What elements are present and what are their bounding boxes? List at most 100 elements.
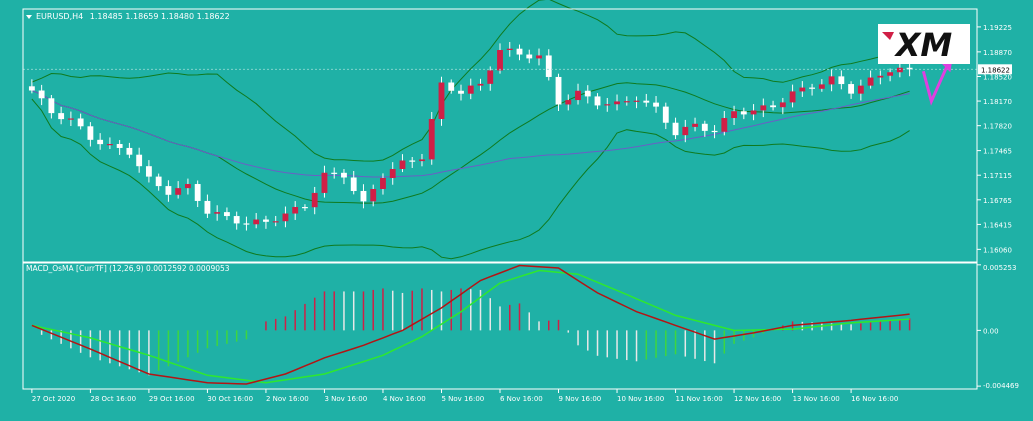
- candle-body: [136, 154, 143, 167]
- candle-body: [243, 223, 250, 225]
- candle-body: [477, 83, 484, 86]
- candle-body: [331, 172, 338, 174]
- x-tick-label: 6 Nov 16:00: [500, 395, 543, 403]
- forecast-arrow: [921, 64, 949, 106]
- candle-body: [857, 85, 864, 94]
- x-tick-label: 13 Nov 16:00: [793, 395, 840, 403]
- candle-body: [155, 176, 162, 187]
- candle-body: [506, 48, 513, 51]
- candle-body: [584, 90, 591, 97]
- candle-body: [448, 82, 455, 91]
- candle-body: [818, 84, 825, 89]
- current-price-box: [978, 64, 1012, 75]
- y-tick-label: 1.16415: [983, 221, 1012, 229]
- candle-body: [428, 118, 435, 160]
- y-tick-label: 1.17115: [983, 172, 1012, 180]
- macd-signal-line: [31, 269, 910, 384]
- candle-body: [233, 216, 240, 224]
- x-tick-label: 27 Oct 2020: [32, 395, 75, 403]
- xm-logo-text: XM: [894, 26, 953, 64]
- macd-y-tick-label: 0.005253: [983, 264, 1016, 272]
- macd-y-tick-label: 0.00: [983, 327, 999, 335]
- candle-body: [760, 105, 767, 111]
- candle-body: [321, 172, 328, 193]
- candle-body: [28, 86, 35, 91]
- candle-body: [341, 172, 347, 178]
- candle-body: [116, 144, 123, 148]
- candle-body: [360, 190, 367, 202]
- candle-body: [565, 100, 572, 105]
- x-tick-label: 11 Nov 16:00: [676, 395, 723, 403]
- candle-body: [906, 67, 913, 70]
- candle-body: [867, 77, 874, 86]
- candle-body: [282, 213, 289, 222]
- y-tick-label: 1.18870: [983, 49, 1012, 57]
- candle-body: [311, 192, 318, 208]
- candle-body: [604, 104, 611, 106]
- axes: 1.19225 1.18870 1.18520 1.18170 1.17820 1.174…: [22, 8, 1019, 403]
- macd-title: MACD_OsMA [CurrTF] (12,26,9) 0.0012592 0…: [26, 264, 230, 273]
- macd-line: [31, 264, 910, 385]
- moving-average-line: [31, 90, 910, 178]
- candle-body: [809, 87, 816, 89]
- candle-body: [789, 91, 796, 103]
- candle-body: [38, 90, 45, 99]
- candle-body: [389, 169, 396, 179]
- candle-body: [253, 219, 260, 225]
- x-tick-label: 16 Nov 16:00: [851, 395, 898, 403]
- candle-body: [770, 105, 776, 108]
- current-price-label: 1.18622: [981, 66, 1010, 74]
- candle-body: [848, 84, 855, 94]
- y-tick-label: 1.17820: [983, 123, 1012, 131]
- candle-body: [555, 76, 562, 105]
- macd-panel: [31, 264, 911, 385]
- candle-body: [175, 188, 182, 195]
- candle-body: [380, 178, 386, 190]
- x-tick-label: 2 Nov 16:00: [266, 395, 309, 403]
- candle-body: [692, 123, 698, 127]
- candle-body: [536, 55, 542, 59]
- candle-body: [224, 212, 230, 217]
- candle-body: [779, 102, 786, 108]
- x-tick-label: 30 Oct 16:00: [207, 395, 253, 403]
- candle-body: [623, 101, 630, 103]
- y-tick-label: 1.16765: [983, 197, 1012, 205]
- candle-body: [896, 67, 903, 73]
- candle-body: [887, 72, 894, 76]
- candle-body: [302, 207, 308, 209]
- candle-body: [721, 118, 728, 132]
- candle-body: [497, 50, 503, 71]
- x-tick-label: 3 Nov 16:00: [324, 395, 367, 403]
- candle-body: [487, 70, 494, 84]
- candle-body: [58, 113, 65, 120]
- candle-body: [350, 177, 357, 191]
- candle-body: [409, 160, 416, 162]
- candle-body: [438, 82, 445, 119]
- candle-body: [106, 144, 113, 146]
- candle-body: [575, 90, 581, 101]
- candle-body: [516, 48, 523, 55]
- candle-body: [126, 147, 133, 155]
- candle-body: [419, 159, 425, 162]
- x-tick-label: 28 Oct 16:00: [90, 395, 136, 403]
- symbol-header: EURUSD,H4 1.18485 1.18659 1.18480 1.1862…: [36, 12, 230, 21]
- candle-body: [672, 122, 679, 136]
- x-tick-label: 9 Nov 16:00: [559, 395, 602, 403]
- candle-body: [87, 126, 94, 140]
- main-panel-frame: [22, 8, 978, 263]
- x-tick-label: 12 Nov 16:00: [734, 395, 781, 403]
- macd-y-tick-label: -0.004469: [983, 382, 1019, 390]
- x-tick-label: 4 Nov 16:00: [383, 395, 426, 403]
- candle-body: [750, 110, 757, 115]
- candle-body: [194, 184, 201, 201]
- candle-body: [799, 87, 806, 92]
- candle-body: [740, 111, 747, 115]
- candle-body: [653, 102, 659, 107]
- candle-body: [272, 221, 279, 223]
- candle-body: [662, 106, 669, 123]
- candle-body: [877, 75, 884, 78]
- symbol-dropdown-icon[interactable]: [26, 15, 32, 19]
- y-tick-label: 1.16060: [983, 246, 1012, 254]
- y-tick-label: 1.18520: [983, 73, 1012, 81]
